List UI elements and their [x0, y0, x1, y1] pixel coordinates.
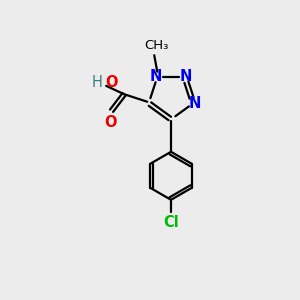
Text: N: N [180, 69, 192, 84]
Text: O: O [104, 115, 117, 130]
Text: Cl: Cl [163, 215, 179, 230]
Text: H: H [92, 75, 103, 90]
Text: CH₃: CH₃ [145, 39, 169, 52]
Text: N: N [188, 96, 201, 111]
Text: O: O [106, 75, 118, 90]
Text: N: N [150, 69, 162, 84]
